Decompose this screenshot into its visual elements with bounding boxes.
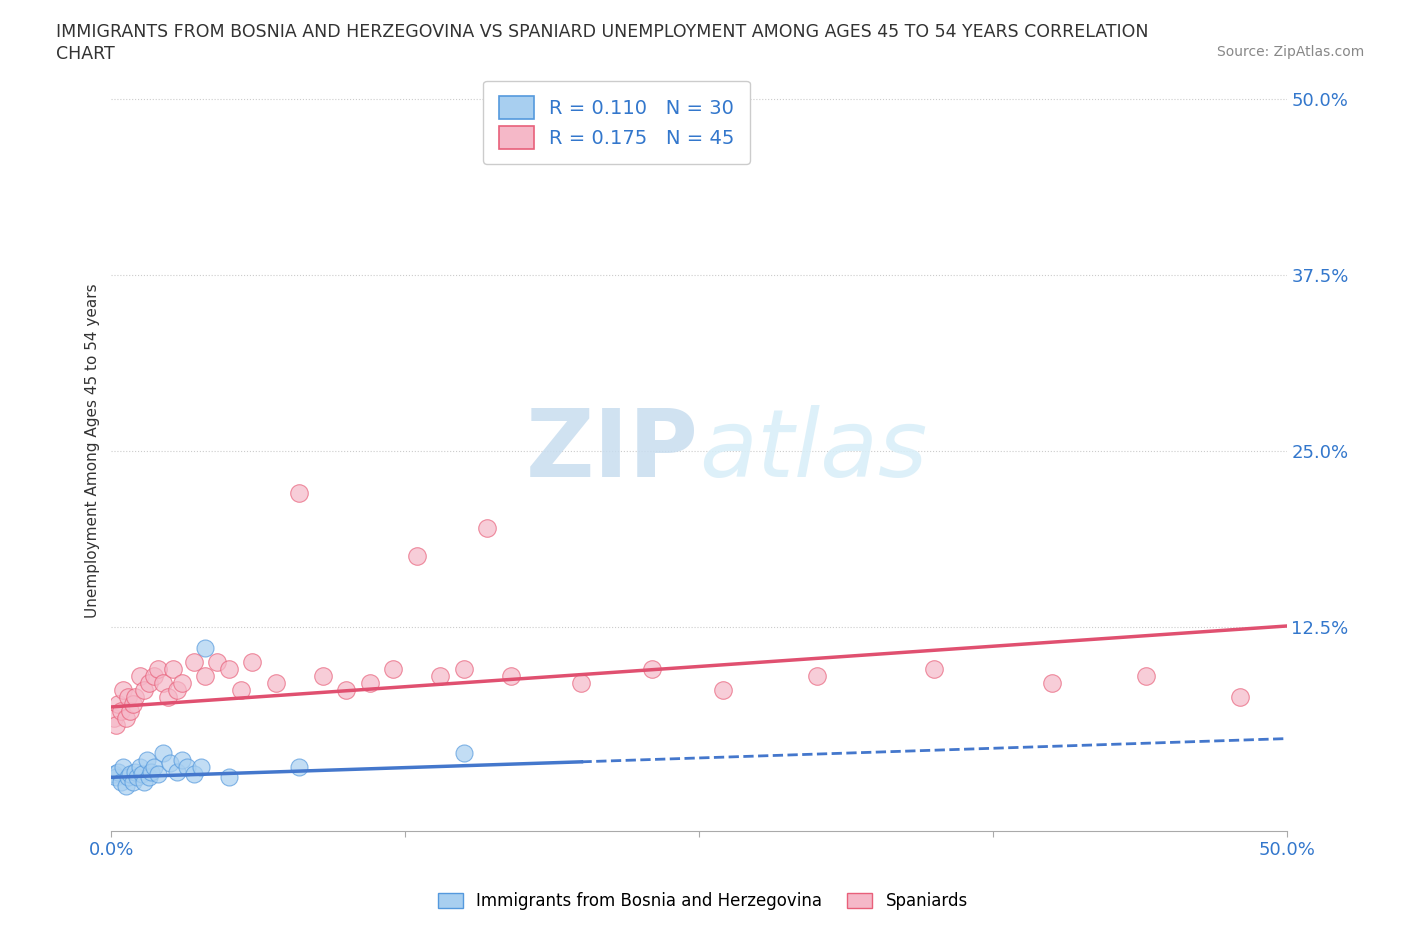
Point (114, 711, 136, 725)
Point (128, 669, 150, 684)
Point (117, 690, 139, 705)
Point (152, 746, 174, 761)
Point (242, 655, 264, 670)
Point (218, 661, 240, 676)
Point (1135, 669, 1157, 684)
Point (148, 661, 170, 676)
Point (183, 767, 205, 782)
Text: ZIP: ZIP (526, 405, 699, 497)
Point (138, 770, 160, 785)
Point (205, 655, 228, 670)
Point (218, 770, 240, 785)
Point (135, 753, 157, 768)
Point (288, 760, 311, 775)
Point (170, 675, 193, 690)
Text: Source: ZipAtlas.com: Source: ZipAtlas.com (1216, 45, 1364, 59)
Point (120, 704, 142, 719)
Point (112, 683, 135, 698)
Point (103, 711, 125, 725)
Point (406, 549, 429, 564)
Point (453, 661, 475, 676)
Point (194, 669, 217, 684)
Point (166, 764, 188, 779)
Point (112, 760, 135, 775)
Point (159, 756, 181, 771)
Point (1040, 675, 1063, 690)
Point (453, 746, 475, 761)
Point (142, 669, 165, 684)
Point (162, 661, 184, 676)
Point (229, 683, 252, 698)
Point (641, 661, 664, 676)
Point (107, 697, 129, 711)
Point (156, 690, 179, 705)
Point (499, 669, 522, 684)
Point (152, 675, 174, 690)
Point (571, 675, 593, 690)
Point (170, 753, 193, 768)
Point (142, 760, 165, 775)
Point (114, 778, 136, 793)
Point (117, 770, 139, 785)
Point (141, 764, 163, 779)
Point (183, 655, 205, 670)
Point (1229, 690, 1251, 705)
Point (124, 690, 146, 705)
Point (131, 767, 153, 782)
Legend: R = 0.110   N = 30, R = 0.175   N = 45: R = 0.110 N = 30, R = 0.175 N = 45 (484, 81, 751, 165)
Point (105, 770, 128, 785)
Point (190, 760, 212, 775)
Point (477, 521, 499, 536)
Text: CHART: CHART (56, 45, 115, 62)
Point (103, 767, 125, 782)
Point (148, 767, 170, 782)
Text: atlas: atlas (699, 405, 927, 497)
Point (138, 675, 160, 690)
Point (806, 669, 828, 684)
Point (176, 760, 198, 775)
Point (120, 767, 142, 782)
Point (107, 764, 129, 779)
Point (124, 764, 146, 779)
Point (711, 683, 734, 698)
Point (128, 760, 150, 775)
Point (110, 774, 132, 789)
Point (264, 675, 287, 690)
Point (922, 661, 945, 676)
Point (134, 683, 156, 698)
Point (110, 704, 132, 719)
Point (382, 661, 405, 676)
Y-axis label: Unemployment Among Ages 45 to 54 years: Unemployment Among Ages 45 to 54 years (86, 284, 100, 618)
Legend: Immigrants from Bosnia and Herzegovina, Spaniards: Immigrants from Bosnia and Herzegovina, … (432, 885, 974, 917)
Point (429, 669, 451, 684)
Point (312, 669, 335, 684)
Point (166, 683, 188, 698)
Point (105, 718, 128, 733)
Point (127, 770, 149, 785)
Text: IMMIGRANTS FROM BOSNIA AND HERZEGOVINA VS SPANIARD UNEMPLOYMENT AMONG AGES 45 TO: IMMIGRANTS FROM BOSNIA AND HERZEGOVINA V… (56, 23, 1149, 41)
Point (121, 774, 143, 789)
Point (335, 683, 357, 698)
Point (288, 485, 311, 500)
Point (134, 774, 156, 789)
Point (359, 675, 381, 690)
Point (194, 641, 217, 656)
Point (121, 697, 143, 711)
